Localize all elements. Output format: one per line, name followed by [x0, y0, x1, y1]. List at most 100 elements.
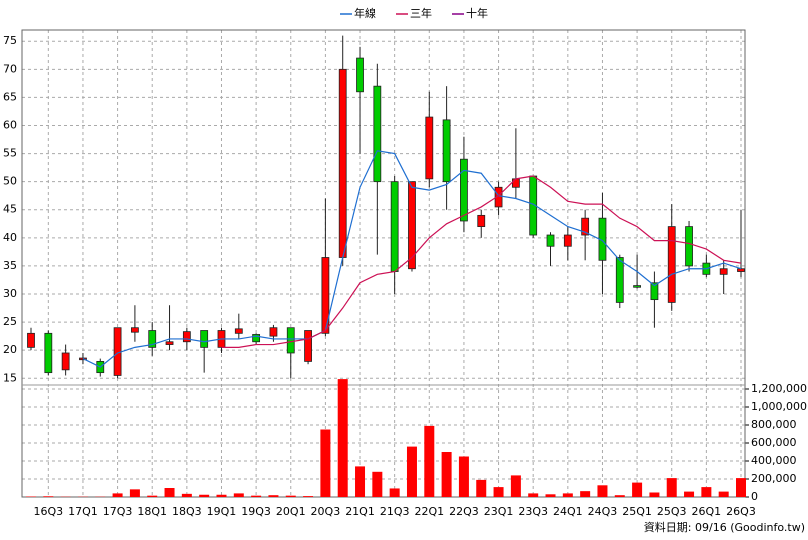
volume-bar	[303, 496, 314, 497]
y-tick-label: 70	[3, 62, 17, 75]
volume-bar	[458, 456, 469, 497]
volume-bar	[216, 494, 227, 497]
x-tick-label: 17Q1	[68, 505, 98, 518]
y-tick-label: 45	[3, 203, 17, 216]
x-tick-label: 24Q3	[588, 505, 618, 518]
candle-body	[27, 332, 35, 348]
x-tick-label: 21Q3	[380, 505, 410, 518]
volume-bar	[545, 494, 556, 497]
candle-body	[477, 214, 486, 227]
y-tick-label: 20	[3, 343, 17, 356]
x-tick-label: 25Q3	[657, 505, 687, 518]
legend-label: 十年	[466, 6, 488, 20]
x-tick-label: 25Q1	[622, 505, 652, 518]
x-tick-label: 18Q1	[137, 505, 167, 518]
y-tick-label: 35	[3, 259, 17, 272]
volume-bar	[251, 495, 262, 497]
volume-bar	[268, 495, 279, 497]
candle-body	[44, 332, 53, 374]
plot-frame	[21, 29, 746, 498]
candle-body	[563, 234, 572, 247]
volume-bar	[355, 466, 366, 497]
volume-bar	[112, 493, 123, 497]
volume-bar	[476, 479, 487, 497]
volume-tick-label: 600,000	[751, 436, 797, 449]
volume-tick-label: 200,000	[751, 472, 797, 485]
y-tick-label: 75	[3, 34, 17, 47]
x-tick-label: 17Q3	[103, 505, 133, 518]
y-tick-label: 55	[3, 147, 17, 160]
volume-bar	[233, 493, 244, 497]
candle-body	[408, 181, 416, 270]
candle-body	[61, 352, 70, 371]
volume-bar	[632, 482, 643, 497]
volume-bar	[580, 491, 591, 497]
candle-body	[373, 85, 382, 183]
volume-bar	[666, 478, 677, 497]
candle-body	[148, 330, 157, 348]
volume-bar	[372, 471, 383, 497]
x-tick-label: 23Q1	[484, 505, 514, 518]
volume-bar	[337, 379, 348, 497]
ma-line	[82, 150, 742, 368]
y-tick-label: 60	[3, 118, 17, 131]
x-tick-label: 26Q1	[692, 505, 722, 518]
volume-bar	[597, 485, 608, 497]
candle-body	[667, 226, 676, 303]
candle-body	[165, 341, 174, 345]
x-tick-label: 18Q3	[172, 505, 202, 518]
candle-body	[425, 116, 434, 180]
volume-bar	[510, 475, 521, 497]
volume-bar	[441, 452, 452, 497]
volume-bar	[389, 488, 400, 497]
y-tick-label: 30	[3, 287, 17, 300]
candle-body	[460, 158, 468, 222]
candle-body	[131, 327, 139, 333]
candle-body	[390, 181, 399, 272]
x-tick-label: 19Q1	[207, 505, 237, 518]
x-tick-label: 22Q1	[414, 505, 444, 518]
x-tick-label: 20Q1	[276, 505, 306, 518]
candle-body	[650, 282, 659, 301]
volume-bar	[147, 495, 158, 497]
y-tick-label: 25	[3, 315, 17, 328]
volume-bar	[320, 429, 331, 497]
candle-body	[442, 119, 451, 183]
candle-body	[685, 226, 693, 267]
y-tick-label: 50	[3, 175, 17, 188]
volume-bar	[718, 491, 729, 497]
volume-bar	[493, 487, 504, 497]
volume-bar	[181, 493, 192, 497]
candle-body	[321, 257, 330, 334]
volume-bar	[528, 493, 539, 497]
legend-label: 年線	[354, 6, 376, 20]
volume-bar	[562, 493, 573, 497]
candle-body	[304, 330, 312, 362]
volume-tick-label: 0	[751, 490, 758, 503]
volume-tick-label: 1,000,000	[751, 400, 807, 413]
candle-body	[182, 331, 191, 343]
y-tick-label: 15	[3, 371, 17, 384]
candle-body	[511, 178, 520, 188]
candle-body	[633, 285, 641, 288]
candle-body	[615, 257, 624, 303]
volume-bar	[199, 494, 210, 497]
source-note: 資料日期: 09/16 (Goodinfo.tw)	[644, 520, 805, 534]
candle-body	[252, 334, 261, 343]
x-tick-label: 20Q3	[311, 505, 341, 518]
candle-body	[494, 186, 503, 208]
volume-bar	[614, 495, 625, 497]
volume-bar	[164, 488, 175, 497]
volume-bar	[701, 487, 712, 497]
x-tick-label: 21Q1	[345, 505, 375, 518]
candle-body	[737, 268, 745, 272]
y-tick-label: 65	[3, 90, 17, 103]
candle-body	[546, 234, 555, 247]
volume-tick-label: 800,000	[751, 418, 797, 431]
volume-bar	[129, 489, 140, 497]
candle-body	[338, 68, 347, 258]
candle-body	[234, 328, 243, 334]
x-tick-label: 22Q3	[449, 505, 479, 518]
volume-bar	[43, 496, 54, 497]
